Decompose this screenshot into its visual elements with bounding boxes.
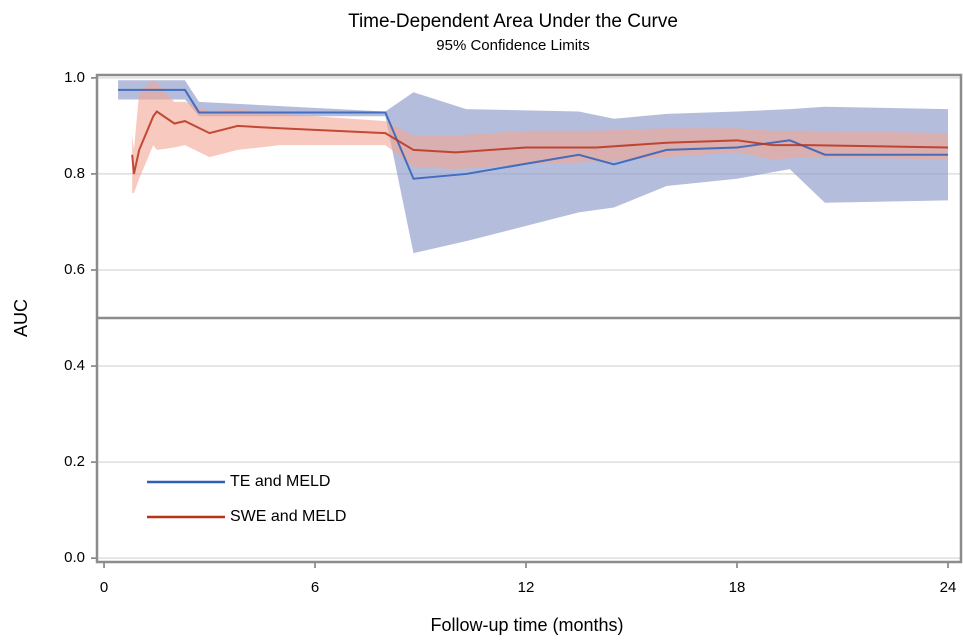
series-line: [131, 110, 949, 175]
y-tick-label: 0.2: [64, 453, 85, 470]
y-tick-label: 0.4: [64, 357, 85, 374]
y-tick-label: 1.0: [64, 69, 85, 86]
plot-frame: [95, 73, 963, 564]
chart-subtitle: 95% Confidence Limits: [436, 37, 589, 54]
y-tick-label: 0.0: [64, 549, 85, 566]
x-axis-label: Follow-up time (months): [430, 615, 623, 635]
y-tick-label: 0.6: [64, 261, 85, 278]
x-tick-label: 24: [940, 579, 957, 596]
confidence-band: [118, 80, 948, 254]
legend-label: SWE and MELD: [230, 508, 346, 525]
legend-label: TE and MELD: [230, 473, 330, 490]
y-axis-label: AUC: [11, 299, 31, 337]
chart-title: Time-Dependent Area Under the Curve: [348, 11, 678, 32]
x-tick-label: 0: [100, 579, 108, 596]
x-tick-label: 18: [729, 579, 746, 596]
y-tick-label: 0.8: [64, 165, 85, 182]
confidence-band: [132, 80, 948, 194]
x-tick-label: 6: [311, 579, 319, 596]
series-line: [118, 88, 948, 180]
x-tick-label: 12: [518, 579, 535, 596]
